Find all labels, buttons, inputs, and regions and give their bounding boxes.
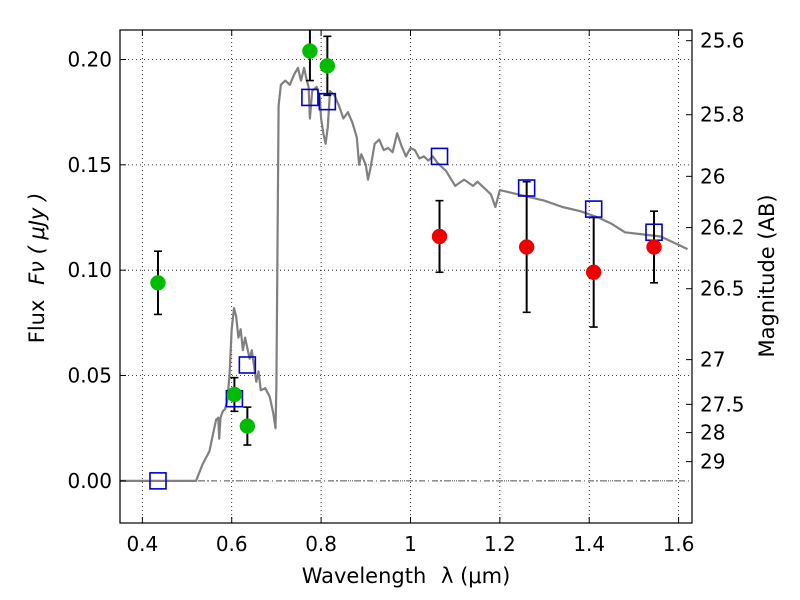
model-square-marker (149, 472, 167, 490)
y-tick-label: 0.15 (67, 153, 112, 177)
data-markers (149, 43, 663, 490)
axis-ticks: 0.4 0.6 0.8 1 1.2 1.4 1.6 0.00 0.05 0.10 0.15 0.20 2… (67, 29, 744, 556)
x-axis-label: Wavelength (302, 564, 427, 588)
model-square-marker (301, 88, 319, 107)
x-tick-label: 1.2 (484, 532, 516, 556)
observed-point-marker (585, 264, 602, 281)
right-tick-label: 25.6 (700, 29, 745, 53)
x-tick-label: 0.6 (216, 532, 248, 556)
observed-point-marker (518, 239, 535, 255)
y-tick-label: 0.20 (67, 47, 112, 71)
y-axis-label: Flux (25, 300, 49, 344)
right-tick-label: 26.5 (700, 277, 745, 301)
right-axis-title: Magnitude (AB) (755, 194, 779, 357)
right-tick-label: 28 (700, 421, 725, 445)
x-tick-label: 1.4 (573, 532, 605, 556)
x-tick-label: 0.8 (305, 532, 337, 556)
model-square-marker (517, 179, 536, 197)
right-tick-label: 26.2 (700, 216, 745, 240)
x-tick-label: 0.4 (126, 532, 158, 556)
right-tick-label: 27.5 (700, 392, 745, 416)
observed-point-marker (150, 275, 166, 291)
plot-frame (119, 29, 693, 524)
y-tick-label: 0.05 (67, 364, 112, 388)
model-square-marker (584, 200, 603, 218)
right-tick-label: 29 (700, 450, 725, 474)
right-tick-label: 25.8 (700, 103, 745, 127)
observed-point-marker (226, 386, 243, 403)
x-axis-title: Wavelength λ (μm) (302, 564, 511, 588)
observed-point-marker (302, 43, 318, 59)
right-tick-label: 27 (700, 348, 725, 372)
y-axis-symbol: Fν ( μJy ) (25, 193, 49, 285)
right-tick-label: 26 (700, 164, 725, 188)
x-tick-label: 1 (404, 532, 417, 556)
model-square-marker (238, 356, 257, 374)
plot-background (120, 30, 692, 523)
y-axis-title: Flux Fν ( μJy ) (25, 193, 49, 344)
x-tick-label: 1.6 (663, 532, 695, 556)
observed-point-marker (239, 418, 256, 434)
observed-point-marker (319, 58, 336, 74)
observed-point-marker (646, 239, 662, 255)
y-tick-label: 0.00 (67, 469, 112, 493)
model-square-marker (318, 92, 337, 111)
x-axis-symbol: λ (μm) (441, 564, 510, 588)
observed-point-marker (431, 228, 448, 245)
model-square-marker (430, 147, 449, 166)
y-tick-label: 0.10 (67, 258, 112, 282)
